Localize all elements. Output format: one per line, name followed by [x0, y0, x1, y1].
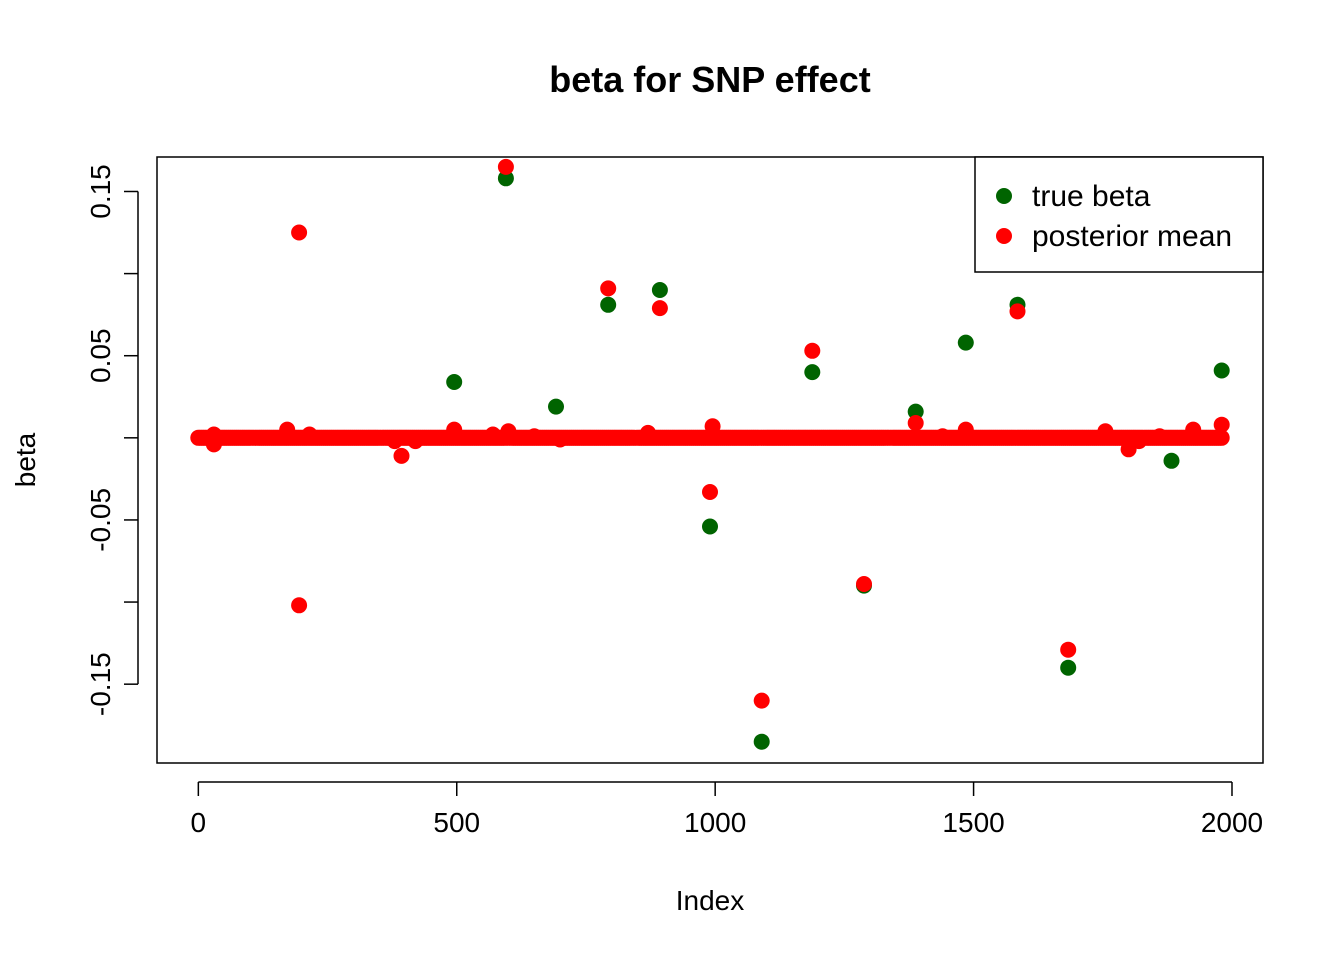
baseline-point	[1213, 429, 1230, 446]
posterior-mean-point	[552, 431, 569, 448]
true-beta-point	[907, 403, 924, 420]
posterior-mean-point	[702, 484, 718, 500]
y-tick-label: -0.05	[85, 488, 116, 552]
legend-label: true beta	[1032, 180, 1151, 213]
x-tick-label: 2000	[1201, 807, 1263, 838]
posterior-mean-point	[907, 415, 924, 431]
posterior-mean-point	[393, 447, 410, 464]
true-beta-point	[1163, 452, 1180, 469]
x-tick-label: 1000	[684, 807, 746, 838]
posterior-mean-point	[279, 421, 296, 438]
posterior-mean-point	[301, 426, 318, 443]
posterior-mean-point	[1097, 423, 1114, 440]
posterior-mean-point	[804, 342, 821, 359]
legend-box	[974, 156, 1264, 273]
true-beta-point	[957, 334, 974, 351]
x-axis-title: Index	[676, 885, 745, 916]
posterior-mean-point	[1009, 303, 1026, 320]
y-tick-label: 0.15	[85, 164, 116, 219]
plot-frame	[156, 156, 1264, 764]
posterior-mean-point	[1185, 421, 1202, 438]
axes: 0 500 1000 1500 2000 -0.15 -0.05 0.05 0.15	[85, 156, 1264, 838]
true-beta-point	[753, 733, 770, 750]
true-beta-point	[651, 282, 668, 298]
posterior-mean-point	[446, 421, 463, 438]
posterior-mean-point	[497, 158, 514, 175]
x-tick-label: 500	[433, 807, 480, 838]
legend-label: posterior mean	[1032, 220, 1232, 253]
posterior-mean-point	[856, 576, 872, 592]
posterior-mean-point	[1131, 433, 1147, 450]
posterior-mean-point	[704, 418, 721, 435]
posterior-mean-point	[934, 428, 951, 445]
true-beta-point	[702, 518, 718, 535]
posterior-mean-point	[957, 421, 974, 438]
y-tick-label: -0.15	[85, 652, 116, 716]
posterior-mean-point	[651, 300, 668, 317]
x-tick-label: 1500	[942, 807, 1004, 838]
posterior-mean-point	[500, 423, 517, 440]
posterior-mean-point	[1060, 641, 1077, 658]
legend-marker	[996, 188, 1012, 204]
posterior-mean-point	[1151, 428, 1168, 445]
series-posterior-mean	[205, 158, 1230, 709]
posterior-mean-point	[1213, 416, 1230, 433]
y-axis-title: beta	[10, 432, 41, 487]
chart-title: beta for SNP effect	[549, 59, 870, 100]
x-tick-label: 0	[191, 807, 207, 838]
true-beta-point	[548, 398, 564, 415]
true-beta-point	[600, 296, 617, 313]
y-tick-label: 0.05	[85, 328, 116, 383]
posterior-mean-point	[407, 433, 424, 450]
posterior-mean-point	[291, 224, 308, 241]
posterior-mean-point	[386, 433, 403, 450]
posterior-mean-point	[291, 597, 308, 614]
plot-area	[190, 158, 1230, 750]
true-beta-point	[497, 170, 514, 187]
posterior-mean-point	[205, 426, 222, 443]
posterior-mean-point	[484, 426, 501, 443]
posterior-mean-point	[600, 280, 617, 297]
posterior-mean-point	[526, 428, 543, 445]
true-beta-point	[804, 364, 821, 381]
true-beta-point	[1213, 362, 1230, 379]
posterior-mean-point	[640, 424, 656, 441]
true-beta-point	[1060, 659, 1077, 676]
legend-marker	[996, 228, 1012, 244]
legend: true beta posterior mean	[974, 156, 1264, 273]
true-beta-point	[446, 374, 463, 390]
posterior-mean-point	[753, 692, 770, 709]
